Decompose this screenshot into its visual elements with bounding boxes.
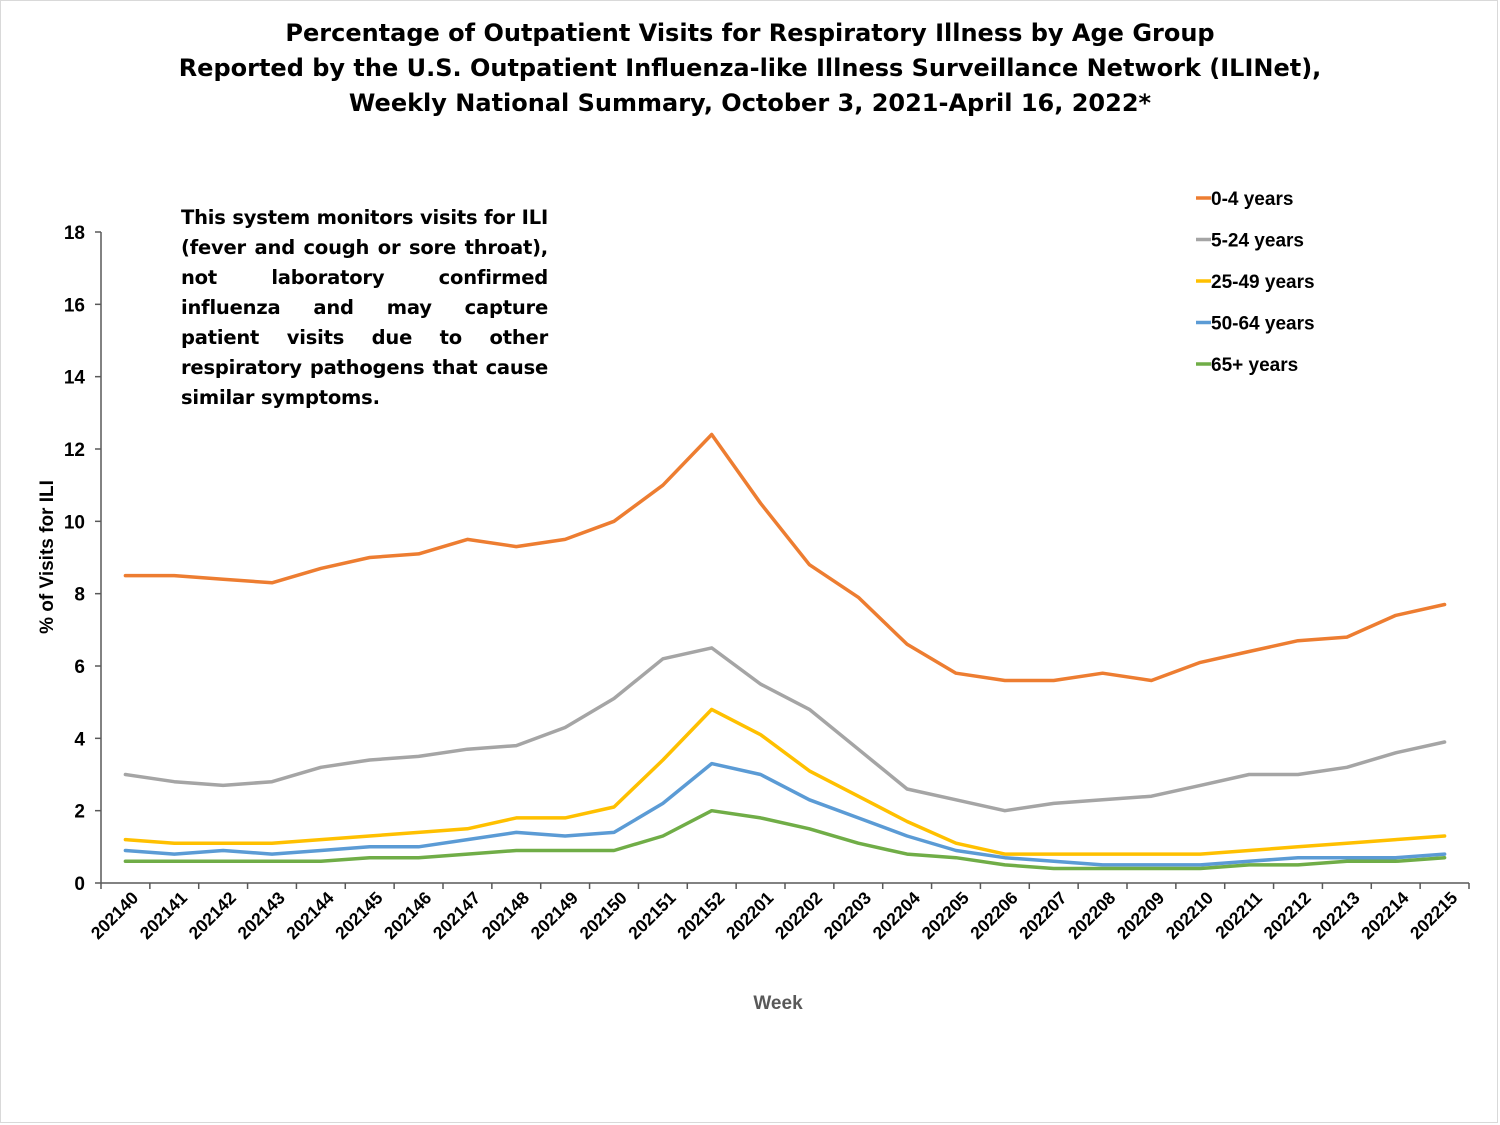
x-tick-label: 202148 [478,888,534,944]
title-line-1: Percentage of Outpatient Visits for Resp… [285,19,1215,47]
series-line-50-64-years [123,761,1447,867]
x-tick-label: 202144 [282,888,338,944]
x-tick-label: 202149 [527,888,583,944]
series-line-0-4-years [123,432,1447,683]
y-axis-label: % of Visits for ILI [37,480,58,634]
x-tick-label: 202201 [722,888,778,944]
x-tick-label: 202213 [1308,888,1364,944]
title-line-2: Reported by the U.S. Outpatient Influenz… [178,54,1322,82]
y-tick-label: 8 [74,585,85,606]
legend-label: 65+ years [1211,355,1298,376]
y-tick-label: 14 [64,368,86,389]
x-tick-label: 202210 [1162,888,1218,944]
legend: 0-4 years 5-24 years 25-49 years 50-64 year… [1196,189,1315,376]
y-tick-label: 12 [64,440,85,461]
series-lines [123,432,1447,871]
x-tick-label: 202151 [624,888,680,944]
x-tick-label: 202152 [673,888,729,944]
x-tick-label: 202209 [1113,888,1169,944]
x-tick-label: 202150 [575,888,631,944]
chart-title: Percentage of Outpatient Visits for Resp… [0,16,1500,121]
x-tick-label: 202141 [136,888,192,944]
y-tick-label: 4 [74,729,85,750]
x-tick-label: 202203 [820,888,876,944]
x-tick-label: 202211 [1211,888,1266,943]
y-tick-label: 2 [74,802,85,823]
series-line-25-49-years [123,707,1447,856]
x-tick-label: 202215 [1406,888,1462,944]
x-tick-label: 202206 [966,888,1022,944]
legend-label: 25-49 years [1211,272,1315,293]
x-tick-label: 202202 [771,888,827,944]
x-tick-label: 202142 [185,888,241,944]
x-tick-label: 202147 [429,888,484,943]
legend-label: 50-64 years [1211,314,1315,335]
x-axis-label: Week [753,993,803,1014]
x-tick-label: 202214 [1357,888,1413,944]
chart-note: This system monitors visits for ILI (fev… [181,206,548,409]
x-tick-label: 202205 [917,888,973,944]
y-tick-label: 16 [64,295,85,316]
x-tick-label: 202212 [1259,888,1315,944]
legend-label: 0-4 years [1211,189,1293,210]
legend-label: 5-24 years [1211,231,1304,252]
x-tick-label: 202143 [233,888,289,944]
series-line-5-24-years [123,646,1447,813]
y-tick-label: 18 [64,223,85,244]
y-tick-label: 0 [74,874,85,895]
y-tick-label: 10 [64,512,85,533]
x-tick-label: 202145 [331,888,387,944]
title-line-3: Weekly National Summary, October 3, 2021… [348,89,1152,117]
x-tick-label: 202207 [1015,888,1070,943]
x-tick-label: 202140 [87,888,143,944]
x-tick-label: 202208 [1064,888,1120,944]
series-line-65-years [123,808,1447,871]
x-tick-label: 202204 [869,888,925,944]
x-tick-label: 202146 [380,888,436,944]
y-tick-label: 6 [74,657,85,678]
